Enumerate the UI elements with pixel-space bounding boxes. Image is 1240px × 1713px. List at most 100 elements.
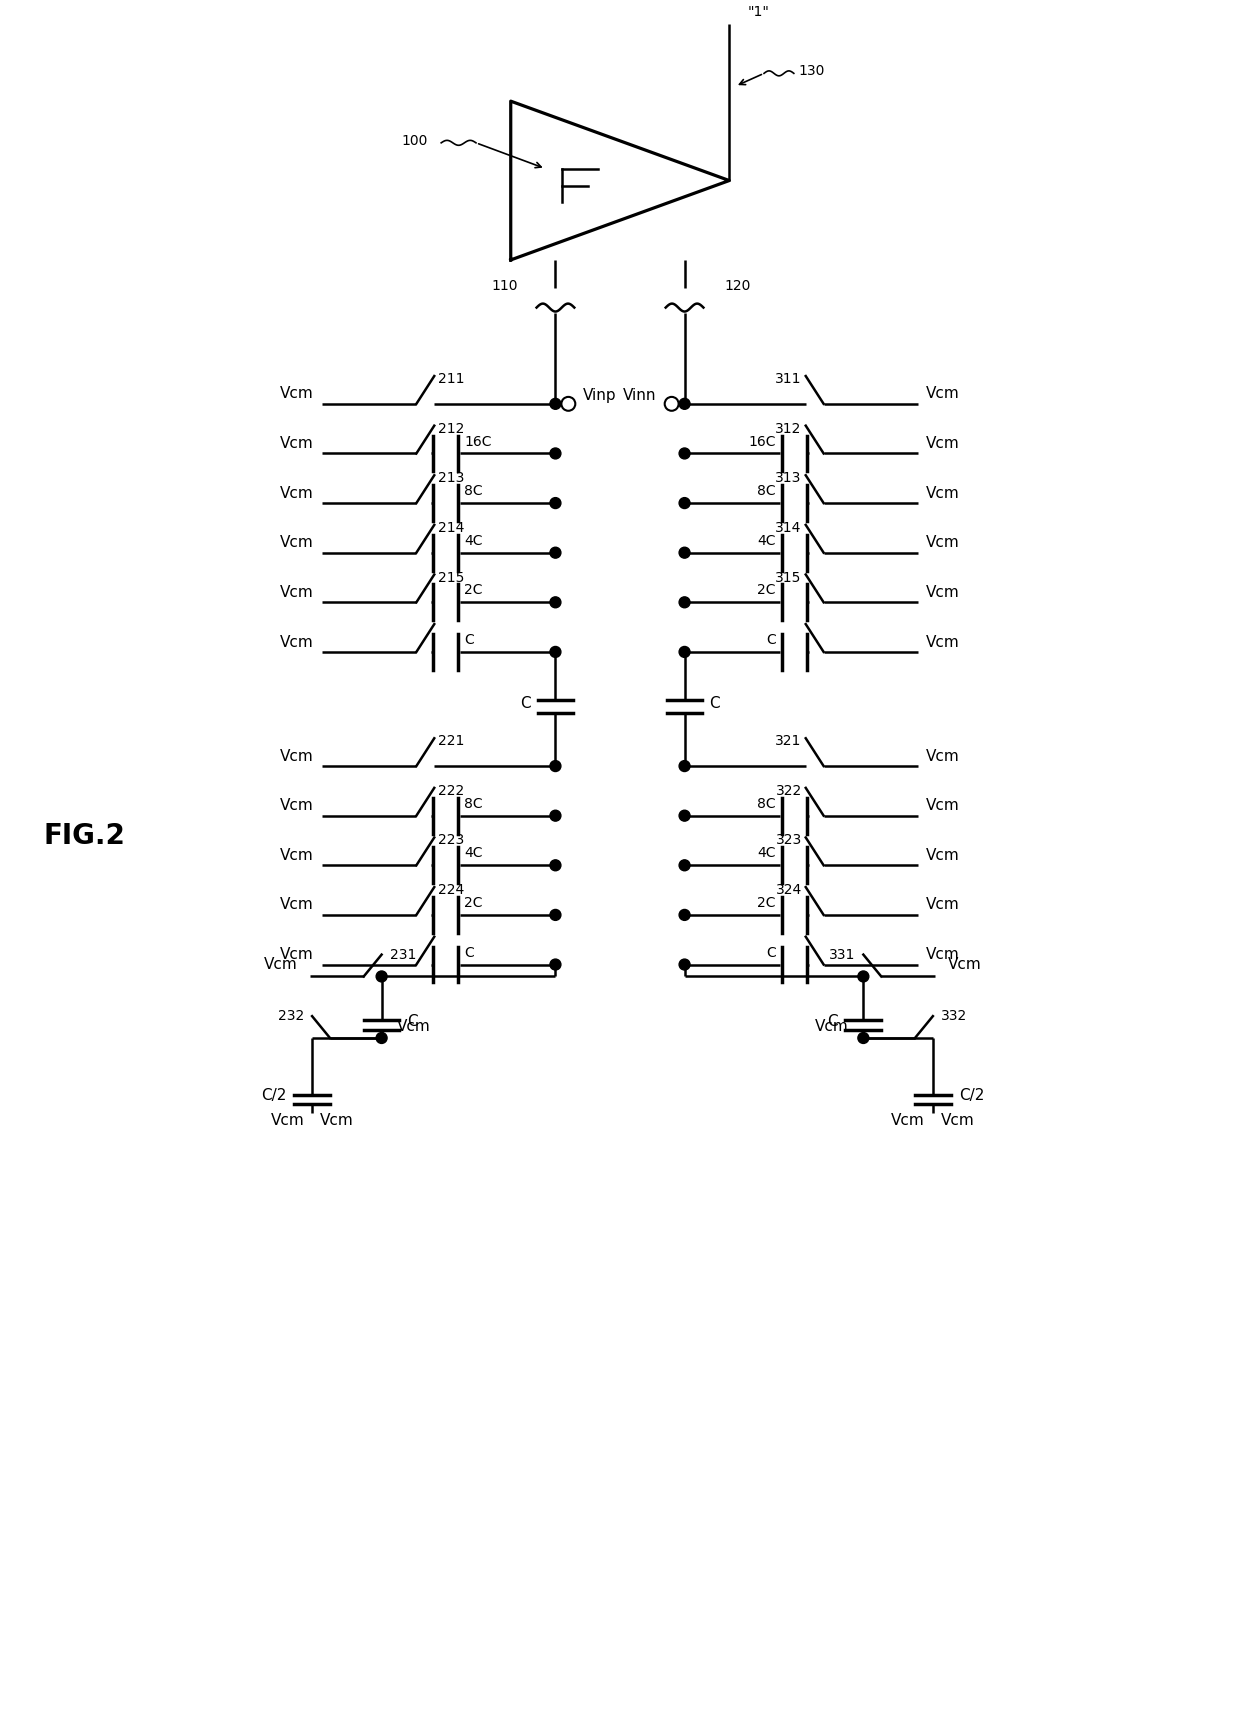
Text: 215: 215	[438, 570, 465, 584]
Text: 224: 224	[438, 884, 465, 898]
Text: Vcm: Vcm	[280, 798, 314, 814]
Text: 214: 214	[438, 521, 465, 534]
Text: Vcm: Vcm	[926, 387, 960, 401]
Text: Vcm: Vcm	[926, 848, 960, 863]
Text: Vcm: Vcm	[280, 898, 314, 913]
Text: 223: 223	[438, 834, 465, 848]
Text: 321: 321	[775, 735, 802, 749]
Text: Vinn: Vinn	[624, 389, 657, 403]
Text: Vcm: Vcm	[926, 798, 960, 814]
Circle shape	[551, 761, 560, 771]
Text: Vcm: Vcm	[926, 486, 960, 500]
Text: 100: 100	[402, 134, 428, 147]
Text: Vcm: Vcm	[270, 1113, 304, 1127]
Text: Vcm: Vcm	[280, 848, 314, 863]
Circle shape	[551, 449, 560, 459]
Text: Vcm: Vcm	[280, 947, 314, 963]
Text: C/2: C/2	[959, 1088, 985, 1103]
Text: 4C: 4C	[758, 534, 776, 548]
Circle shape	[680, 810, 689, 821]
Text: 2C: 2C	[464, 584, 482, 598]
Text: Vcm: Vcm	[280, 534, 314, 550]
Circle shape	[680, 399, 689, 409]
Text: C/2: C/2	[260, 1088, 286, 1103]
Text: "1": "1"	[748, 5, 769, 19]
Text: 2C: 2C	[464, 896, 482, 910]
Circle shape	[665, 397, 678, 411]
Circle shape	[551, 860, 560, 870]
Circle shape	[551, 646, 560, 658]
Text: Vcm: Vcm	[280, 387, 314, 401]
Text: Vcm: Vcm	[926, 437, 960, 451]
Text: Vcm: Vcm	[280, 486, 314, 500]
Circle shape	[551, 497, 560, 509]
Text: 4C: 4C	[758, 846, 776, 860]
Text: 120: 120	[724, 279, 750, 293]
Circle shape	[551, 546, 560, 558]
Text: 222: 222	[438, 785, 465, 798]
Circle shape	[562, 397, 575, 411]
Text: 16C: 16C	[464, 435, 492, 449]
Text: Vcm: Vcm	[926, 947, 960, 963]
Circle shape	[680, 959, 689, 970]
Text: 212: 212	[438, 421, 465, 435]
Text: 324: 324	[775, 884, 802, 898]
Text: 331: 331	[830, 947, 856, 961]
Circle shape	[376, 971, 387, 982]
Circle shape	[551, 959, 560, 970]
Text: C: C	[766, 634, 776, 648]
Text: 2C: 2C	[758, 584, 776, 598]
Text: Vcm: Vcm	[926, 534, 960, 550]
Text: 8C: 8C	[464, 797, 482, 810]
Text: 322: 322	[775, 785, 802, 798]
Circle shape	[551, 910, 560, 920]
Text: 314: 314	[775, 521, 802, 534]
Circle shape	[858, 1033, 869, 1043]
Text: C: C	[520, 695, 531, 711]
Text: Vcm: Vcm	[926, 749, 960, 764]
Text: Vcm: Vcm	[941, 1113, 975, 1127]
Circle shape	[680, 497, 689, 509]
Text: Vcm: Vcm	[947, 958, 982, 971]
Text: 231: 231	[389, 947, 415, 961]
Text: C: C	[464, 634, 474, 648]
Circle shape	[551, 399, 560, 409]
Text: 8C: 8C	[758, 485, 776, 498]
Text: 4C: 4C	[464, 846, 482, 860]
Text: Vcm: Vcm	[280, 749, 314, 764]
Text: 2C: 2C	[758, 896, 776, 910]
Circle shape	[680, 546, 689, 558]
Circle shape	[858, 971, 869, 982]
Text: Vcm: Vcm	[892, 1113, 925, 1127]
Text: 313: 313	[775, 471, 802, 485]
Circle shape	[680, 860, 689, 870]
Text: 323: 323	[775, 834, 802, 848]
Text: Vcm: Vcm	[397, 1019, 430, 1033]
Text: C: C	[827, 1014, 837, 1028]
Text: Vcm: Vcm	[815, 1019, 848, 1033]
Text: 213: 213	[438, 471, 465, 485]
Circle shape	[680, 646, 689, 658]
Text: Vcm: Vcm	[263, 958, 298, 971]
Text: Vcm: Vcm	[280, 584, 314, 600]
Text: Vcm: Vcm	[926, 898, 960, 913]
Text: 8C: 8C	[758, 797, 776, 810]
Text: 312: 312	[775, 421, 802, 435]
Text: Vinp: Vinp	[583, 389, 616, 403]
Text: 315: 315	[775, 570, 802, 584]
Text: Vcm: Vcm	[280, 437, 314, 451]
Circle shape	[680, 596, 689, 608]
Text: Vcm: Vcm	[926, 634, 960, 649]
Text: Vcm: Vcm	[926, 584, 960, 600]
Text: C: C	[408, 1014, 418, 1028]
Text: 4C: 4C	[464, 534, 482, 548]
Text: C: C	[766, 946, 776, 959]
Text: 332: 332	[941, 1009, 967, 1023]
Text: Vcm: Vcm	[280, 634, 314, 649]
Text: 232: 232	[278, 1009, 304, 1023]
Text: C: C	[464, 946, 474, 959]
Text: 211: 211	[438, 372, 465, 385]
Circle shape	[680, 449, 689, 459]
Text: 221: 221	[438, 735, 465, 749]
Circle shape	[680, 761, 689, 771]
